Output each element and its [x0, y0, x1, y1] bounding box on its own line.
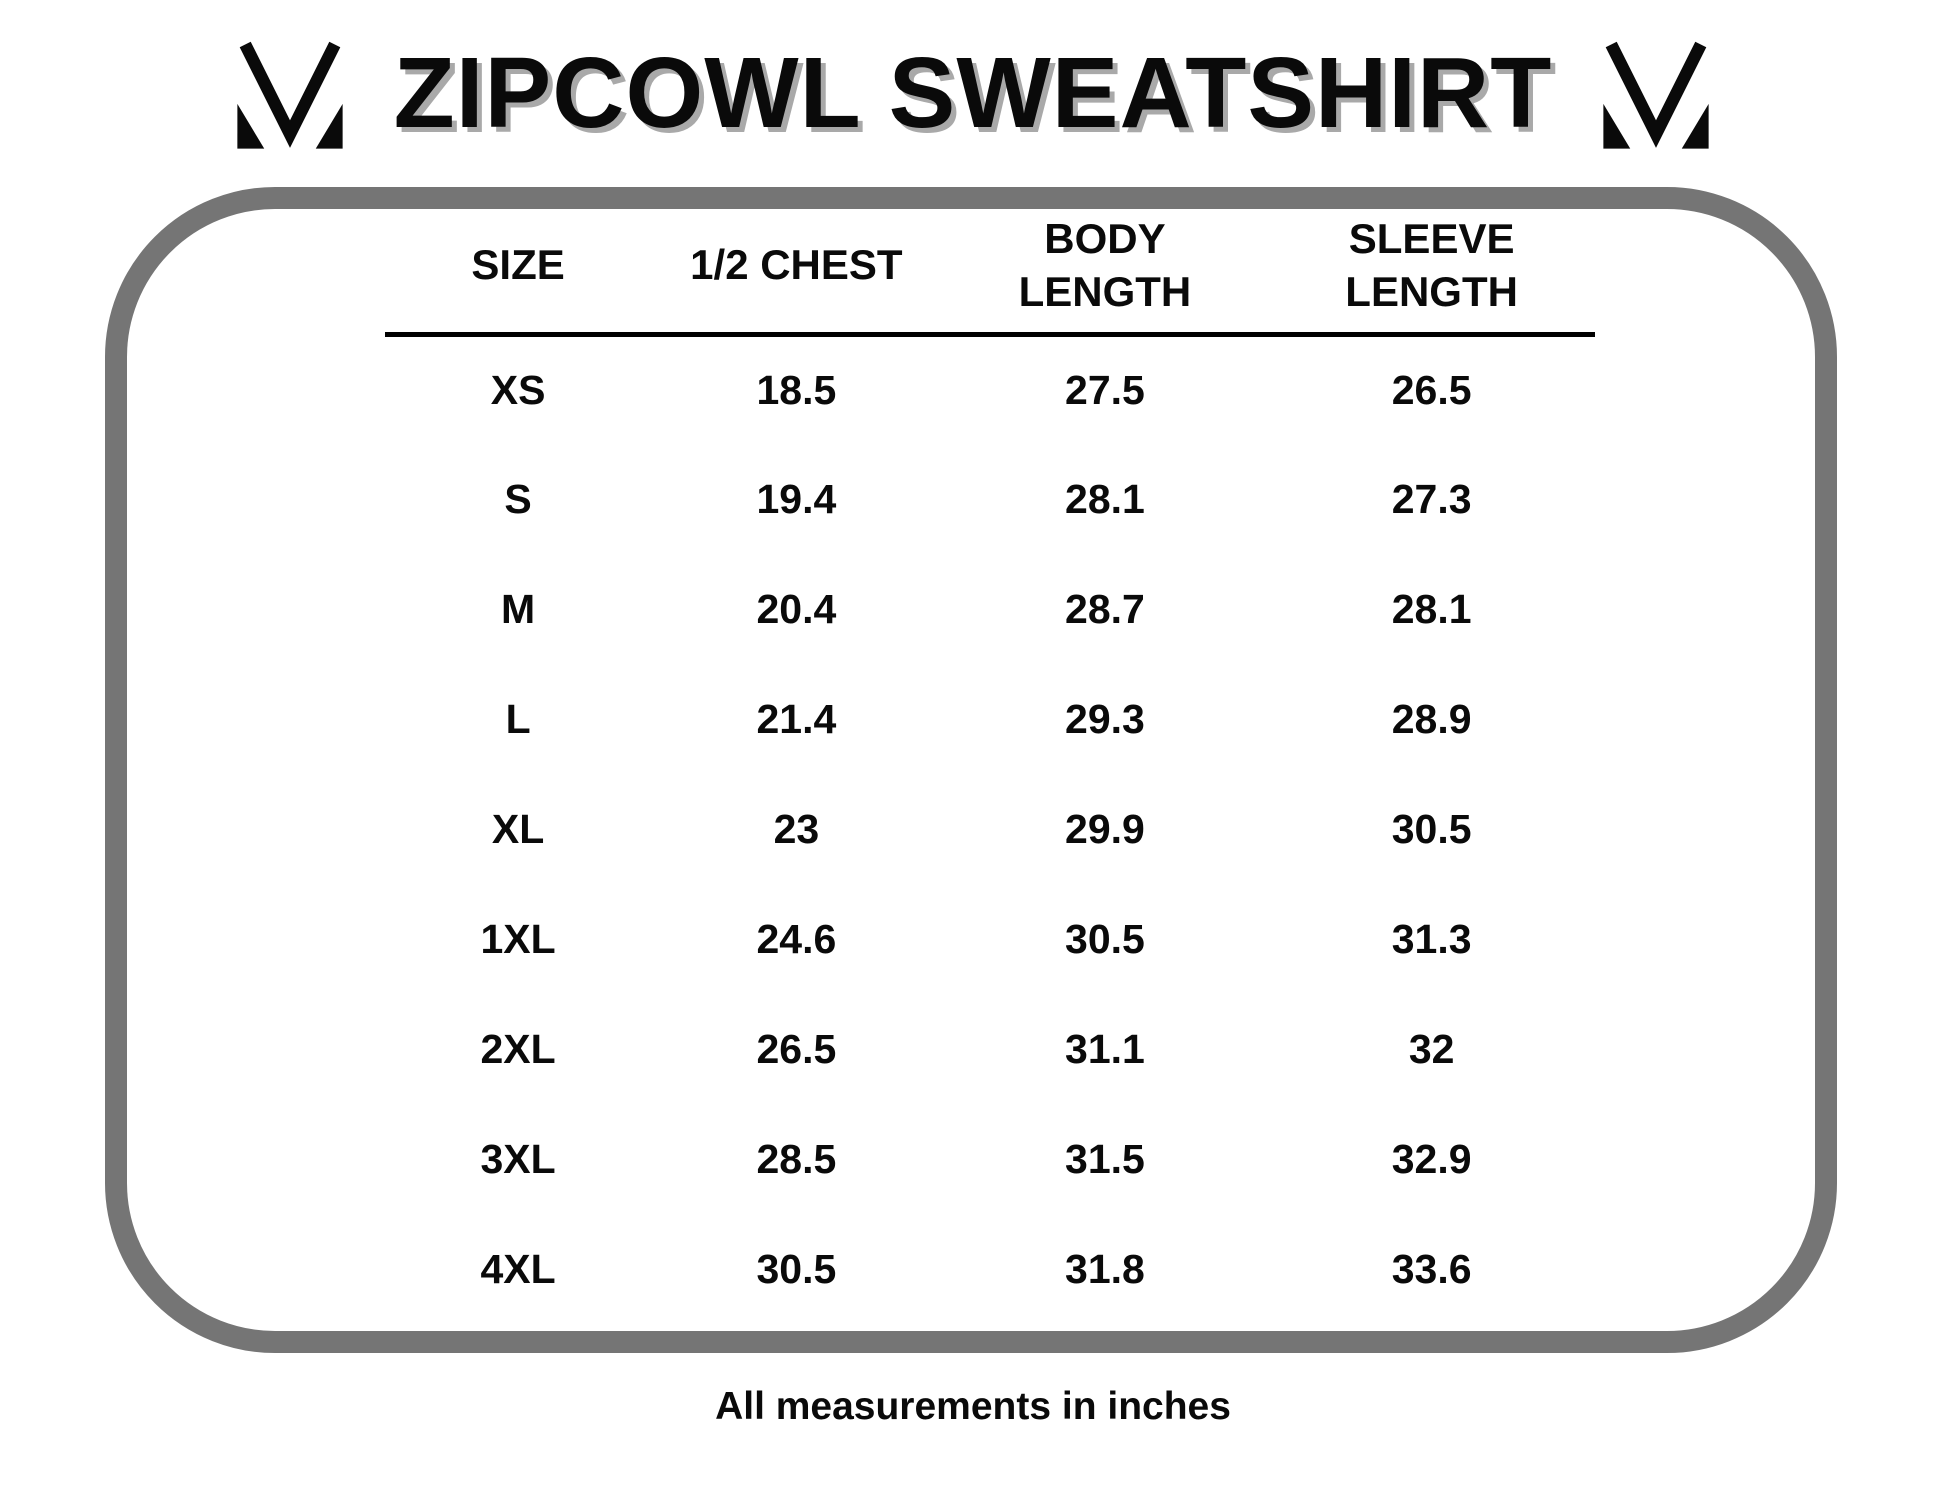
measurement-cell: 28.7 [1065, 586, 1145, 632]
column-header-sleeve-length: SLEEVE LENGTH [1268, 213, 1595, 337]
table-row: 1XL 24.6 30.5 31.3 [385, 885, 1595, 995]
measurement-cell: 30.5 [1065, 916, 1145, 962]
brand-logo-left-icon [234, 31, 346, 161]
measurement-cell: 29.3 [1065, 696, 1145, 742]
size-cell: 1XL [480, 916, 556, 962]
measurement-cell: 19.4 [756, 476, 837, 522]
measurement-cell: 30.5 [1391, 806, 1472, 852]
measurement-cell: 18.5 [756, 367, 837, 414]
measurement-cell: 32.9 [1391, 1136, 1472, 1182]
size-cell: L [505, 696, 531, 742]
measurement-cell: 30.5 [756, 1246, 837, 1292]
table-row: XS 18.5 27.5 26.5 [385, 335, 1595, 445]
size-cell: XS [490, 367, 546, 414]
table-row: 3XL 28.5 31.5 32.9 [385, 1105, 1595, 1215]
measurement-cell: 20.4 [756, 586, 837, 632]
measurement-cell: 31.3 [1391, 916, 1472, 962]
column-header-half-chest: 1/2 CHEST [651, 213, 942, 337]
column-header-body-length: BODY LENGTH [941, 213, 1269, 337]
measurement-cell: 28.1 [1065, 476, 1145, 522]
measurement-cell: 28.9 [1391, 696, 1472, 742]
measurement-cell: 26.5 [756, 1026, 837, 1072]
measurement-cell: 26.5 [1391, 367, 1472, 414]
size-chart-panel: SIZE 1/2 CHEST BODY LENGTH SLEEVE LENGTH… [105, 187, 1837, 1353]
measurement-cell: 33.6 [1391, 1246, 1472, 1292]
measurement-cell: 31.5 [1065, 1136, 1145, 1182]
measurement-cell: 24.6 [756, 916, 837, 962]
measurement-cell: 31.1 [1065, 1026, 1145, 1072]
size-cell: S [504, 476, 532, 522]
measurement-cell: 27.5 [1065, 367, 1145, 414]
size-chart-table: SIZE 1/2 CHEST BODY LENGTH SLEEVE LENGTH… [385, 213, 1595, 1325]
size-cell: XL [491, 806, 545, 852]
header: ZIPCOWL SWEATSHIRT [0, 0, 1946, 166]
brand-logo-right-icon [1600, 31, 1712, 161]
size-cell: 4XL [480, 1246, 556, 1292]
measurement-cell: 23 [773, 806, 820, 852]
measurement-cell: 21.4 [756, 696, 837, 742]
measurement-cell: 32 [1408, 1026, 1455, 1072]
measurement-cell: 31.8 [1065, 1246, 1145, 1292]
measurement-cell: 28.1 [1391, 586, 1472, 632]
size-cell: 3XL [480, 1136, 556, 1182]
footer-note: All measurements in inches [715, 1385, 1231, 1428]
measurement-cell: 29.9 [1065, 806, 1145, 852]
table-row: XL 23 29.9 30.5 [385, 775, 1595, 885]
header-row: SIZE 1/2 CHEST BODY LENGTH SLEEVE LENGTH [385, 213, 1595, 337]
table-row: S 19.4 28.1 27.3 [385, 445, 1595, 555]
size-cell: M [501, 586, 536, 632]
size-chart-body: XS 18.5 27.5 26.5 S 19.4 28.1 27.3 M 20.4 28.7 28.1… [385, 335, 1595, 1325]
table-header: SIZE 1/2 CHEST BODY LENGTH SLEEVE LENGTH [385, 213, 1595, 337]
table-row: 4XL 30.5 31.8 33.6 [385, 1215, 1595, 1325]
column-header-size: SIZE [385, 213, 652, 337]
table-row: 2XL 26.5 31.1 32 [385, 995, 1595, 1105]
measurement-cell: 27.3 [1391, 476, 1472, 522]
size-cell: 2XL [480, 1026, 556, 1072]
table-row: M 20.4 28.7 28.1 [385, 555, 1595, 665]
measurement-cell: 28.5 [756, 1136, 837, 1182]
page-title: ZIPCOWL SWEATSHIRT [393, 37, 1553, 149]
table-row: L 21.4 29.3 28.9 [385, 665, 1595, 775]
